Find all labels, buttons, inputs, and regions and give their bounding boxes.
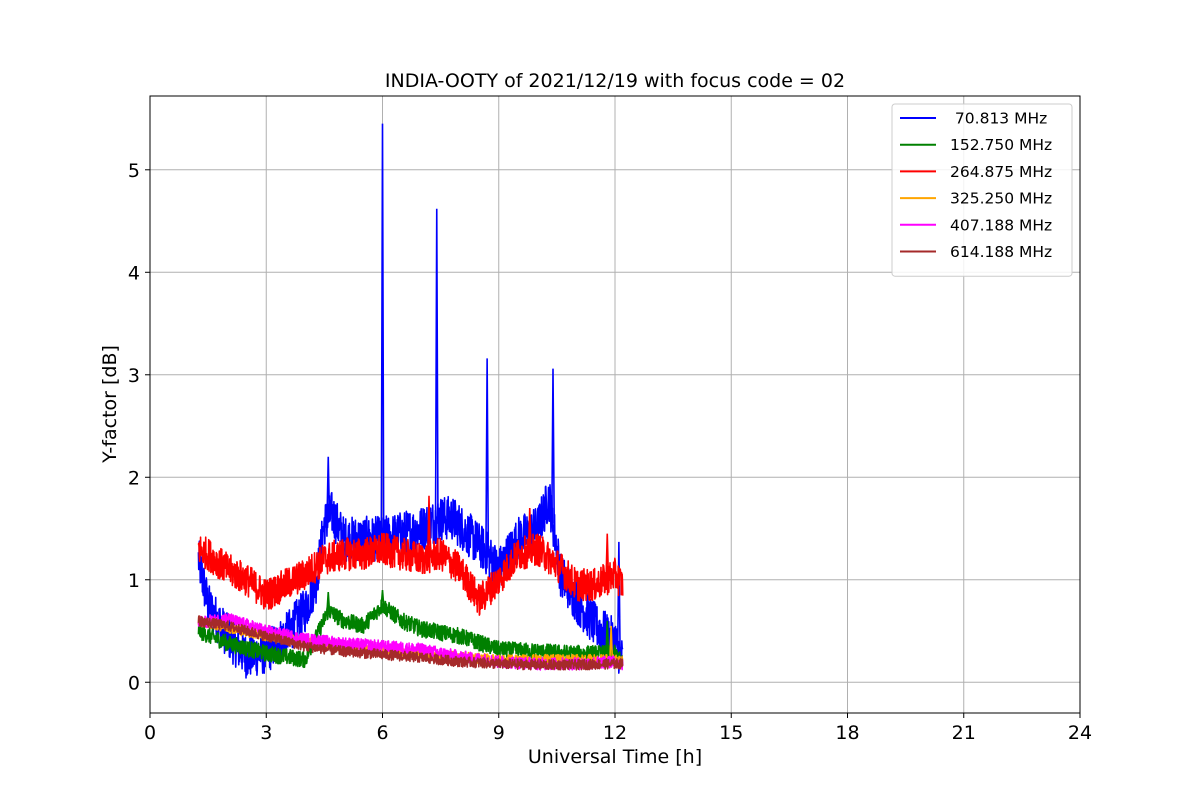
series-spike: [380, 123, 385, 539]
x-axis: 0 3 6 9 12 15 18 21 24: [144, 713, 1092, 744]
chart-title: INDIA-OOTY of 2021/12/19 with focus code…: [385, 70, 845, 92]
legend-label: 70.813 MHz: [950, 110, 1047, 128]
y-tick-label: 2: [128, 467, 140, 489]
series-line: [197, 615, 624, 671]
y-tick-label: 3: [128, 365, 140, 387]
legend-label: 614.188 MHz: [950, 243, 1052, 261]
y-tick-label: 1: [128, 570, 140, 592]
x-tick-label: 24: [1068, 722, 1092, 744]
y-tick-label: 5: [128, 160, 140, 182]
legend-box: [891, 103, 1073, 277]
series-spike: [326, 592, 331, 611]
x-tick-label: 18: [835, 722, 859, 744]
series-spike: [605, 533, 610, 579]
legend-label: 407.188 MHz: [950, 216, 1052, 234]
series-spike: [551, 368, 555, 524]
series-layer: [197, 123, 624, 679]
series-line: [197, 599, 624, 669]
x-tick-label: 21: [952, 722, 976, 744]
series-spike: [485, 358, 490, 555]
x-tick-label: 3: [260, 722, 272, 744]
x-tick-label: 6: [376, 722, 388, 744]
legend: 70.813 MHz 152.750 MHz 264.875 MHz 325.250 …: [891, 103, 1073, 277]
y-axis: 0 1 2 3 4 5: [128, 160, 150, 694]
series-spike: [427, 495, 431, 558]
series-spike: [434, 208, 439, 521]
series-spike: [326, 456, 331, 519]
x-tick-label: 15: [719, 722, 743, 744]
x-axis-label: Universal Time [h]: [528, 746, 702, 768]
y-tick-label: 4: [128, 262, 140, 284]
y-axis-label: Y-factor [dB]: [99, 345, 121, 464]
series-spike: [616, 541, 621, 652]
series-line: [197, 532, 624, 616]
series-spike: [609, 625, 614, 660]
legend-label: 152.750 MHz: [950, 136, 1052, 154]
x-tick-label: 0: [144, 722, 156, 744]
series-spike: [605, 620, 610, 654]
series-spike: [527, 507, 532, 552]
x-tick-label: 12: [603, 722, 627, 744]
legend-label: 264.875 MHz: [950, 163, 1052, 181]
series-spike: [380, 589, 385, 606]
x-tick-label: 9: [493, 722, 505, 744]
y-tick-label: 0: [128, 672, 140, 694]
legend-label: 325.250 MHz: [950, 190, 1052, 208]
